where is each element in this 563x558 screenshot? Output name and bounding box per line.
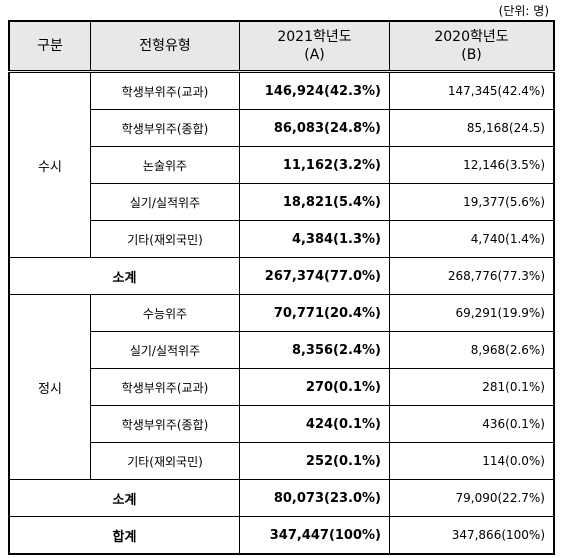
header-cell: 구분 (8, 20, 91, 72)
value-b: 436(0.1%) (389, 405, 555, 443)
summary-row: 소계 267,374(77.0%) 268,776(77.3%) (8, 257, 555, 295)
type-label: 수능위주 (90, 294, 240, 332)
data-row: 논술위주 11,162(3.2%) 12,146(3.5%) (9, 146, 555, 184)
value-a: 146,924(42.3%) (239, 71, 390, 110)
summary-label: 합계 (8, 516, 240, 555)
value-a: 8,356(2.4%) (239, 331, 390, 369)
header-text: (A) (304, 47, 325, 63)
header-row: 구분 전형유형 2021학년도 (A) 2020학년도 (B) (8, 20, 555, 72)
value-a: 347,447(100%) (239, 516, 390, 555)
value-b: 19,377(5.6%) (389, 183, 555, 221)
data-table: 구분 전형유형 2021학년도 (A) 2020학년도 (B) 수시 학생부위주(교과… (8, 20, 555, 555)
unit-note: (단위: 명) (498, 4, 549, 18)
value-a: 11,162(3.2%) (239, 146, 390, 184)
group-label: 정시 (8, 294, 91, 480)
value-a: 424(0.1%) (239, 405, 390, 443)
header-cell: 전형유형 (90, 20, 240, 72)
summary-label: 소계 (8, 257, 240, 295)
type-label: 실기/실적위주 (90, 331, 240, 369)
type-label: 기타(재외국민) (90, 442, 240, 480)
value-b: 147,345(42.4%) (389, 71, 555, 110)
header-text: 2020학년도 (434, 29, 509, 45)
table-head: 구분 전형유형 2021학년도 (A) 2020학년도 (B) (8, 20, 555, 72)
data-row: 학생부위주(교과) 270(0.1%) 281(0.1%) (9, 368, 555, 406)
value-a: 70,771(20.4%) (239, 294, 390, 332)
value-b: 4,740(1.4%) (389, 220, 555, 258)
summary-row: 합계 347,447(100%) 347,866(100%) (8, 516, 555, 555)
value-b: 281(0.1%) (389, 368, 555, 406)
value-b: 8,968(2.6%) (389, 331, 555, 369)
header-text: 2021학년도 (277, 29, 352, 45)
type-label: 논술위주 (90, 146, 240, 184)
summary-label: 소계 (8, 479, 240, 517)
value-b: 79,090(22.7%) (389, 479, 555, 517)
data-row: 정시 수능위주 70,771(20.4%) 69,291(19.9%) (8, 294, 555, 480)
type-label: 학생부위주(교과) (90, 71, 240, 110)
data-row: 기타(재외국민) 4,384(1.3%) 4,740(1.4%) (9, 220, 555, 258)
type-label: 기타(재외국민) (90, 220, 240, 258)
type-label: 학생부위주(종합) (90, 405, 240, 443)
group-label: 수시 (8, 71, 91, 258)
data-row: 실기/실적위주 8,356(2.4%) 8,968(2.6%) (9, 331, 555, 369)
value-a: 270(0.1%) (239, 368, 390, 406)
value-a: 4,384(1.3%) (239, 220, 390, 258)
data-row: 실기/실적위주 18,821(5.4%) 19,377(5.6%) (9, 183, 555, 221)
value-a: 252(0.1%) (239, 442, 390, 480)
data-row: 학생부위주(종합) 424(0.1%) 436(0.1%) (9, 405, 555, 443)
value-a: 18,821(5.4%) (239, 183, 390, 221)
value-a: 86,083(24.8%) (239, 109, 390, 147)
value-a: 267,374(77.0%) (239, 257, 390, 295)
value-a: 80,073(23.0%) (239, 479, 390, 517)
value-b: 85,168(24.5) (389, 109, 555, 147)
value-b: 268,776(77.3%) (389, 257, 555, 295)
value-b: 12,146(3.5%) (389, 146, 555, 184)
value-b: 69,291(19.9%) (389, 294, 555, 332)
value-b: 347,866(100%) (389, 516, 555, 555)
data-row: 기타(재외국민) 252(0.1%) 114(0.0%) (9, 442, 555, 480)
data-row: 수시 학생부위주(교과) 146,924(42.3%) 147,345(42.4%) (8, 71, 555, 258)
summary-row: 소계 80,073(23.0%) 79,090(22.7%) (8, 479, 555, 517)
table-body: 수시 학생부위주(교과) 146,924(42.3%) 147,345(42.4%) 학… (8, 71, 555, 555)
type-label: 학생부위주(종합) (90, 109, 240, 147)
type-label: 실기/실적위주 (90, 183, 240, 221)
value-b: 114(0.0%) (389, 442, 555, 480)
header-cell: 2021학년도 (A) (239, 20, 390, 72)
type-label: 학생부위주(교과) (90, 368, 240, 406)
data-row: 학생부위주(종합) 86,083(24.8%) 85,168(24.5) (9, 109, 555, 147)
header-text: (B) (461, 47, 482, 63)
header-cell: 2020학년도 (B) (389, 20, 555, 72)
